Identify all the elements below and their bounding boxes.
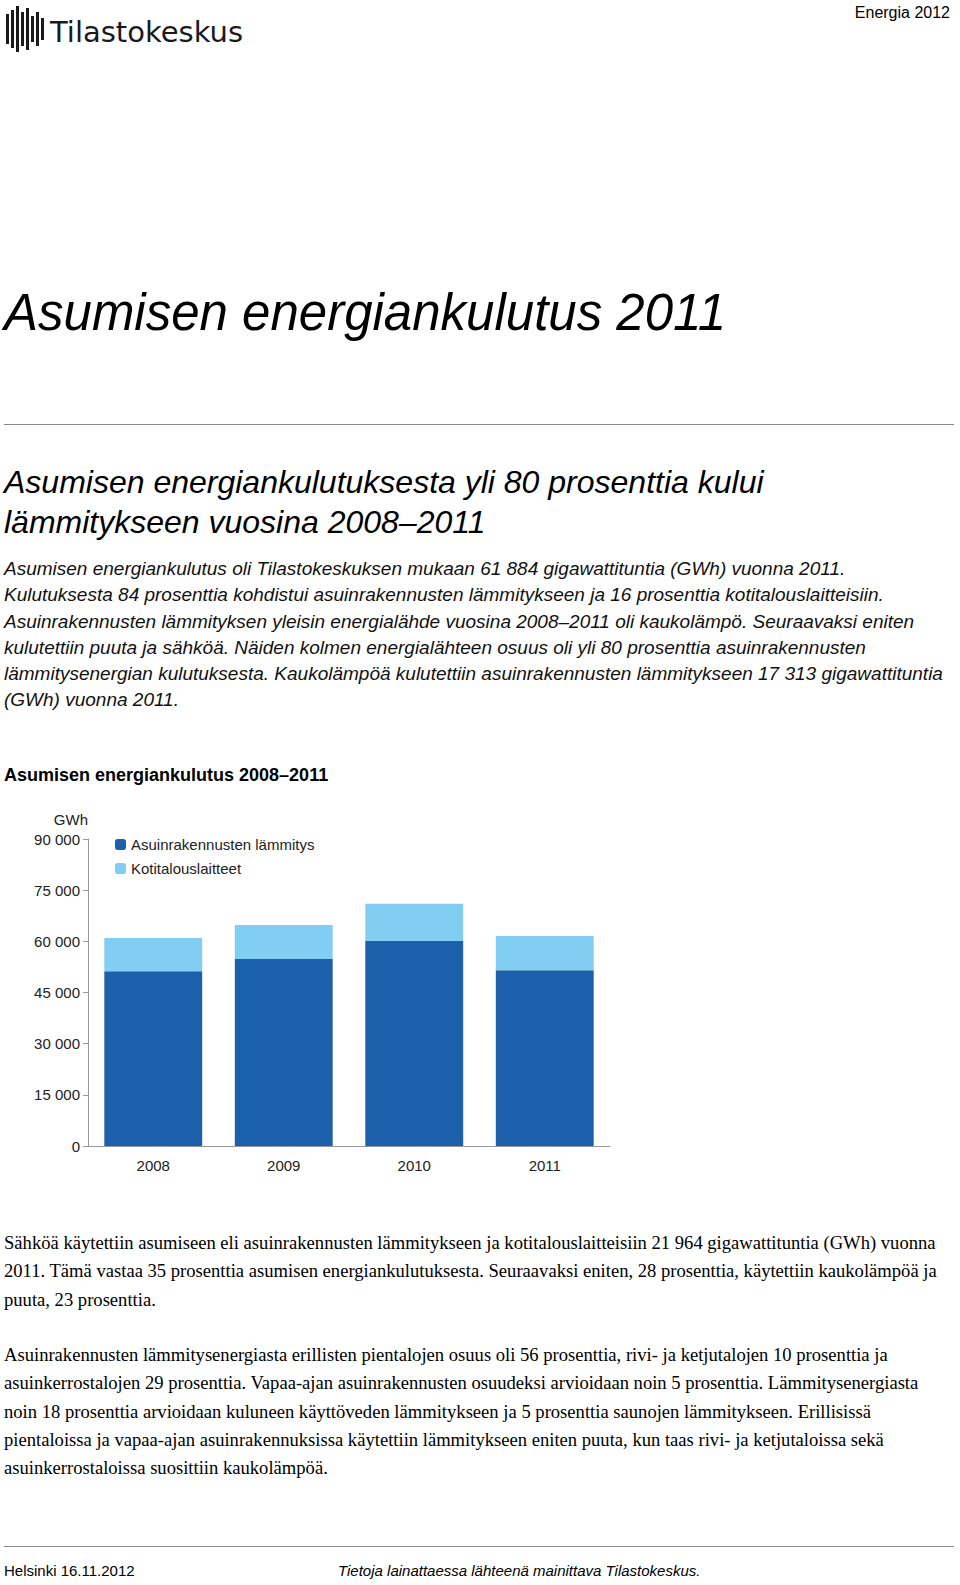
svg-text:2011: 2011 (529, 1157, 561, 1174)
svg-text:2009: 2009 (267, 1157, 300, 1174)
svg-text:Kotitalouslaitteet: Kotitalouslaitteet (131, 860, 242, 877)
svg-text:GWh: GWh (54, 811, 88, 828)
html-text:Asuinrakennusten lämmitysenerg: Asuinrakennusten lämmitysenergiasta eril… (4, 1344, 919, 1479)
svg-text:75 000: 75 000 (34, 882, 80, 899)
html-text:Asumisen energiankulutuksesta: Asumisen energiankulutuksesta yli 80 pro… (4, 464, 764, 540)
svg-text:90 000: 90 000 (34, 831, 80, 848)
svg-text:15 000: 15 000 (34, 1086, 80, 1103)
svg-text:0: 0 (72, 1138, 80, 1155)
svg-text:60 000: 60 000 (34, 933, 80, 950)
svg-text:Tilastokeskus: Tilastokeskus (49, 15, 243, 49)
html-text:Helsinki 16.11.2012: Helsinki 16.11.2012 (4, 1562, 135, 1579)
html-text:Asumisen energiankulutus oli T: Asumisen energiankulutus oli Tilastokesk… (4, 558, 943, 711)
html-text:Tietoja lainattaessa lähteenä: Tietoja lainattaessa lähteenä mainittava… (338, 1562, 701, 1579)
svg-text:2008: 2008 (137, 1157, 170, 1174)
html-text:Energia 2012: Energia 2012 (854, 4, 950, 21)
svg-text:2010: 2010 (398, 1157, 431, 1174)
svg-text:45 000: 45 000 (34, 984, 80, 1001)
html-text:Asumisen energiankulutus 2008–: Asumisen energiankulutus 2008–2011 (4, 765, 329, 785)
svg-text:30 000: 30 000 (34, 1035, 80, 1052)
svg-text:Asuinrakennusten lämmitys: Asuinrakennusten lämmitys (131, 836, 314, 853)
html-text:Asumisen energiankulutus 2011: Asumisen energiankulutus 2011 (4, 284, 726, 341)
html-text:Sähköä käytettiin asumiseen el: Sähköä käytettiin asumiseen eli asuinrak… (4, 1232, 937, 1310)
